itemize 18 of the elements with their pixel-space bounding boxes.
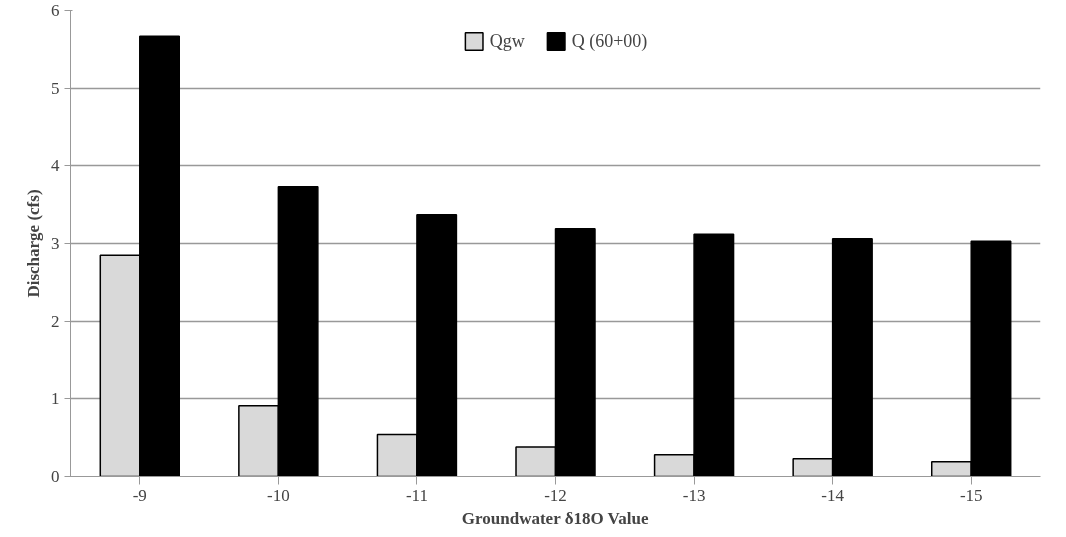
y-tick-label: 3 bbox=[51, 234, 60, 253]
y-tick-label: 5 bbox=[51, 78, 60, 98]
legend-label: Qgw bbox=[489, 30, 525, 52]
y-tick-label: 6 bbox=[51, 1, 60, 20]
x-tick-label: -9 bbox=[132, 485, 147, 505]
y-tick-label: 4 bbox=[51, 156, 60, 176]
legend-label: Q (60+00) bbox=[571, 30, 648, 52]
y-tick-label: 0 bbox=[51, 467, 60, 486]
x-tick-label: -12 bbox=[544, 485, 567, 505]
x-tick-label: -13 bbox=[682, 485, 706, 505]
y-tick-label: 2 bbox=[51, 311, 60, 331]
x-tick-label: -10 bbox=[267, 485, 290, 505]
y-axis-title: Discharge (cfs) bbox=[24, 189, 43, 298]
x-axis-title: Groundwater δ18O Value bbox=[461, 508, 650, 528]
x-tick-label: -11 bbox=[405, 485, 428, 505]
y-tick-label: 1 bbox=[51, 389, 60, 409]
x-tick-label: -14 bbox=[821, 485, 845, 505]
x-tick-label: -15 bbox=[959, 485, 983, 505]
